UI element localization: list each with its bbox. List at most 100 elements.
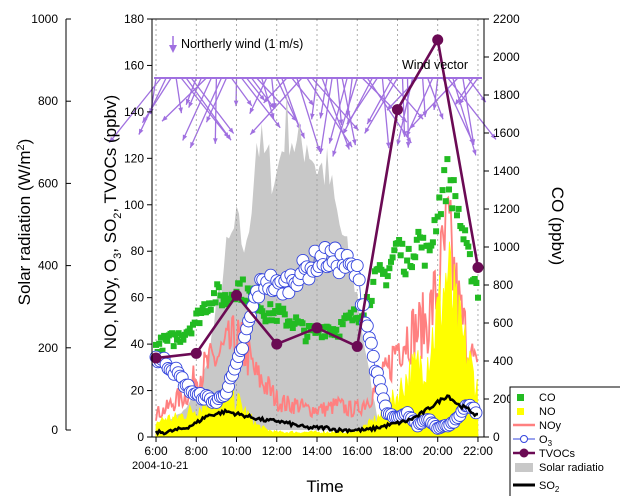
wind-arrow-head — [250, 128, 256, 135]
wind-arrow-head — [367, 118, 372, 125]
series-co-marker — [260, 312, 267, 319]
series-co-marker — [280, 305, 287, 312]
series-co-marker — [153, 341, 159, 348]
wind-note: Northerly wind (1 m/s) — [181, 37, 303, 51]
series-co-marker — [399, 240, 406, 247]
wind-arrow — [182, 77, 212, 141]
wind-arrow-head — [422, 111, 428, 118]
series-layer — [149, 34, 484, 438]
left-axis-tick-label: 100 — [124, 198, 144, 212]
series-co-marker — [243, 298, 250, 305]
series-co-marker — [405, 245, 412, 252]
wind-arrow — [214, 77, 218, 144]
series-co-marker — [475, 294, 481, 301]
wind-arrow-head — [387, 104, 393, 111]
wind-vector-label: Wind vector — [402, 58, 468, 72]
series-co-marker — [268, 317, 275, 324]
wind-arrow — [141, 77, 172, 124]
right-axis-tick-label: 2200 — [493, 12, 520, 26]
series-co-marker — [466, 251, 473, 258]
wind-arrow-head — [338, 119, 344, 126]
series-co-marker — [418, 244, 425, 251]
series-co-marker — [376, 262, 383, 269]
series-co-marker — [186, 325, 193, 332]
series-co-marker — [201, 301, 208, 308]
series-co-marker — [452, 193, 459, 200]
wind-arrow — [249, 77, 303, 135]
legend-box — [509, 386, 620, 496]
series-tvocs-marker — [351, 340, 363, 352]
wind-arrow-head — [405, 142, 411, 148]
legend-label-so2: SO2 — [539, 480, 560, 494]
series-co-marker — [196, 320, 203, 327]
series-tvocs-marker — [271, 338, 283, 350]
wind-arrow — [332, 77, 358, 157]
series-co-marker — [434, 213, 441, 220]
series-co-marker — [283, 322, 290, 329]
wind-arrow-head — [190, 141, 195, 148]
wind-arrow-head — [328, 137, 334, 144]
series-co-marker — [259, 308, 266, 315]
series-co-marker — [460, 236, 467, 243]
wind-arrow — [189, 77, 223, 149]
series-co-marker — [420, 234, 427, 241]
solar-axis-tick-label: 400 — [38, 259, 58, 273]
series-co-marker — [330, 326, 337, 333]
series-co-marker — [425, 242, 432, 249]
solar-radiation-area — [166, 89, 378, 430]
series-co-marker — [302, 338, 309, 345]
series-co-marker — [212, 299, 219, 306]
series-co-marker — [442, 198, 449, 205]
series-tvocs-marker — [432, 34, 444, 46]
wind-arrow-head — [185, 98, 191, 105]
wind-arrow — [296, 77, 321, 152]
legend-label-solar: Solar radiatio — [539, 462, 604, 474]
wind-arrow-head — [310, 113, 315, 120]
wind-arrow — [230, 77, 253, 107]
x-axis-tick-label: 22:00 — [463, 444, 493, 458]
series-co-marker — [215, 284, 222, 291]
wind-arrow — [328, 77, 348, 144]
right-axis-title: CO (ppbv) — [548, 187, 567, 265]
left-axis-tick-label: 0 — [137, 430, 144, 444]
series-co-marker — [428, 242, 435, 249]
series-co-marker — [368, 297, 375, 304]
wind-note-arrow-head — [169, 45, 177, 53]
series-co-marker — [444, 156, 451, 163]
wind-arrow-head — [225, 134, 232, 141]
wind-arrow — [401, 77, 406, 137]
wind-arrow — [319, 77, 328, 119]
series-co-marker — [397, 252, 404, 259]
series-co-marker — [275, 303, 282, 310]
series-co-marker — [336, 333, 343, 340]
series-co-marker — [264, 317, 271, 324]
series-co-marker — [194, 307, 201, 314]
wind-arrow-head — [272, 102, 277, 109]
series-co-marker — [449, 205, 456, 212]
x-axis-tick-label: 14:00 — [302, 444, 332, 458]
series-co-marker — [301, 327, 308, 334]
wind-arrow-head — [188, 101, 193, 108]
series-co-marker — [161, 332, 168, 339]
wind-arrow-head — [246, 100, 252, 106]
wind-arrow — [346, 77, 378, 125]
left-axis-tick-label: 160 — [124, 58, 144, 72]
series-co-marker — [431, 217, 438, 224]
series-co-marker — [211, 290, 217, 297]
legend-swatch-o3 — [520, 435, 528, 443]
series-o3-marker — [252, 290, 266, 304]
series-tvocs-marker — [472, 261, 484, 273]
series-co-marker — [412, 254, 419, 261]
series-co-marker — [462, 227, 469, 234]
series-co-marker — [415, 228, 422, 235]
wind-arrow-head — [345, 143, 350, 150]
x-axis-tick-label: 10:00 — [221, 444, 251, 458]
wind-arrow-head — [213, 138, 218, 144]
series-co-marker — [381, 268, 388, 275]
series-co-marker — [157, 334, 164, 341]
series-co-marker — [169, 330, 176, 337]
series-co-marker — [286, 318, 293, 325]
wind-arrow-head — [406, 130, 411, 137]
wind-arrow-head — [352, 139, 357, 146]
series-co-marker — [180, 336, 187, 343]
